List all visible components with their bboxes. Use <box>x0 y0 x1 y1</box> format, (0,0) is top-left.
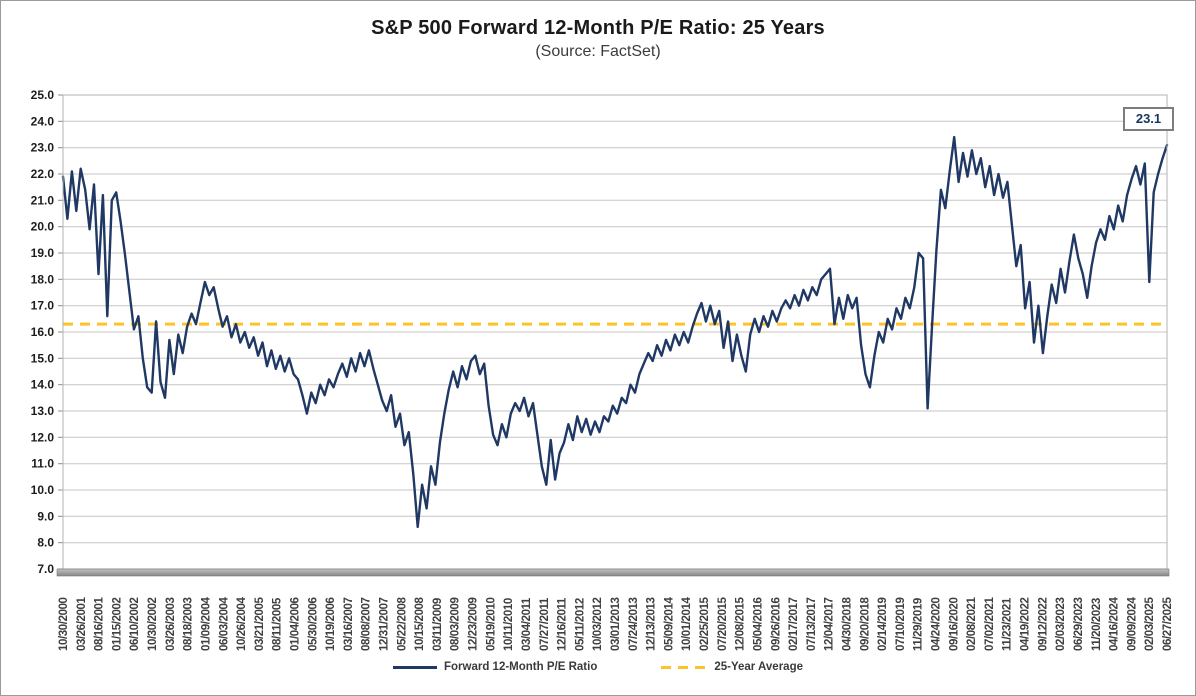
x-axis-label: 08/11/2005 <box>272 597 284 651</box>
legend-label-average: 25-Year Average <box>714 661 803 673</box>
y-axis-label: 10.0 <box>31 483 55 497</box>
x-axis-label: 05/04/2016 <box>753 597 765 651</box>
x-axis-label: 10/30/2000 <box>58 597 70 651</box>
x-axis-label: 01/15/2002 <box>111 597 123 651</box>
x-axis-label: 08/08/2007 <box>361 597 373 651</box>
x-axis-label: 06/10/2002 <box>129 597 141 651</box>
y-axis-label: 21.0 <box>31 193 55 207</box>
x-axis-label: 10/01/2014 <box>681 596 693 651</box>
y-axis-label: 11.0 <box>31 457 54 471</box>
y-axis-label: 13.0 <box>31 404 55 418</box>
chart-subtitle: (Source: FactSet) <box>535 43 661 60</box>
legend-item-average: 25-Year Average <box>661 661 803 673</box>
y-axis-label: 16.0 <box>31 325 55 339</box>
y-axis-label: 22.0 <box>31 167 55 181</box>
x-axis-label: 07/13/2017 <box>806 597 818 651</box>
x-axis-label: 06/27/2025 <box>1162 596 1174 651</box>
y-axis-label: 7.0 <box>37 562 54 576</box>
x-axis-label: 04/30/2018 <box>842 596 854 651</box>
x-axis-label: 09/26/2016 <box>770 597 782 651</box>
legend-item-pe-ratio: Forward 12-Month P/E Ratio <box>393 661 597 673</box>
x-axis-bar <box>56 568 1170 577</box>
y-axis-label: 8.0 <box>37 536 54 550</box>
x-axis-label: 09/09/2024 <box>1126 596 1138 651</box>
x-axis-label: 02/25/2015 <box>699 596 711 651</box>
x-axis-label: 04/16/2024 <box>1109 596 1121 651</box>
x-axis-label: 01/09/2004 <box>201 596 213 651</box>
x-axis-label: 07/24/2013 <box>628 597 640 651</box>
legend-label-pe-ratio: Forward 12-Month P/E Ratio <box>444 661 598 673</box>
x-axis-label: 11/23/2021 <box>1002 597 1014 651</box>
x-axis-label: 08/16/2001 <box>94 596 106 651</box>
x-axis-label: 07/27/2011 <box>539 597 551 651</box>
x-axis-label: 05/19/2010 <box>485 597 497 651</box>
x-axis-label: 01/04/2006 <box>290 597 302 651</box>
y-axis-label: 14.0 <box>31 378 55 392</box>
x-axis-label: 10/19/2006 <box>325 597 337 651</box>
x-axis-label: 07/02/2021 <box>984 596 996 651</box>
y-axis-label: 18.0 <box>31 272 55 286</box>
pe-ratio-line <box>61 135 1169 529</box>
y-axis-label: 15.0 <box>31 351 55 365</box>
x-axis-label: 12/16/2011 <box>557 597 569 651</box>
x-axis-label: 08/18/2003 <box>183 597 195 651</box>
y-axis-label: 17.0 <box>31 299 55 313</box>
x-axis-label: 03/01/2013 <box>610 597 622 651</box>
x-axis-label: 09/12/2022 <box>1037 597 1049 651</box>
y-axis-label: 24.0 <box>31 114 55 128</box>
x-axis-label: 03/16/2007 <box>343 597 355 651</box>
x-axis-label: 08/03/2009 <box>450 597 462 651</box>
x-axis-label: 05/30/2006 <box>307 597 319 651</box>
legend: Forward 12-Month P/E Ratio 25-Year Avera… <box>1 654 1195 680</box>
x-axis-label: 12/04/2017 <box>824 597 836 651</box>
x-axis-label: 05/11/2012 <box>574 598 586 651</box>
x-axis-label: 12/23/2009 <box>468 597 480 651</box>
x-axis-label: 02/03/2025 <box>1144 596 1156 651</box>
y-axis-label: 12.0 <box>31 430 55 444</box>
x-axis-label: 12/08/2015 <box>735 596 747 651</box>
x-axis-label: 10/11/2010 <box>503 598 515 651</box>
x-axis-label: 10/26/2004 <box>236 596 248 651</box>
x-axis-label: 04/19/2022 <box>1020 597 1032 651</box>
x-axis-label: 06/03/2004 <box>218 596 230 651</box>
x-axis-label: 03/21/2005 <box>254 596 266 651</box>
y-axis-label: 25.0 <box>31 88 55 102</box>
x-axis-label: 03/04/2011 <box>521 597 533 651</box>
y-axis-label: 9.0 <box>37 509 54 523</box>
x-axis-label: 02/03/2023 <box>1055 597 1067 651</box>
x-axis-label: 07/10/2019 <box>895 597 907 651</box>
x-axis-label: 06/29/2023 <box>1073 597 1085 651</box>
x-axis-label: 12/31/2007 <box>379 597 391 651</box>
x-axis-label: 02/08/2021 <box>966 596 978 651</box>
y-axis-label: 19.0 <box>31 246 55 260</box>
latest-value-callout: 23.1 <box>1123 107 1174 131</box>
x-axis-label: 05/22/2008 <box>396 596 408 651</box>
x-axis-label: 11/29/2019 <box>913 598 925 651</box>
x-axis-label: 10/03/2012 <box>592 597 604 651</box>
x-axis-label: 03/11/2009 <box>432 598 444 651</box>
x-axis-label: 09/16/2020 <box>948 597 960 651</box>
x-axis-label: 10/30/2002 <box>147 597 159 651</box>
average-dash-swatch <box>661 665 708 669</box>
x-axis-label: 10/15/2008 <box>414 596 426 651</box>
x-axis-label: 03/26/2003 <box>165 597 177 651</box>
x-axis-label: 11/20/2023 <box>1091 598 1103 651</box>
x-axis-label: 02/14/2019 <box>877 597 889 651</box>
x-axis-label: 12/13/2013 <box>646 597 658 651</box>
x-axis-label: 03/26/2001 <box>76 596 88 651</box>
x-axis-label: 09/20/2018 <box>859 596 871 651</box>
x-axis-label: 07/20/2015 <box>717 596 729 651</box>
y-axis-label: 23.0 <box>31 141 55 155</box>
y-axis-label: 20.0 <box>31 220 55 234</box>
x-axis-label: 02/17/2017 <box>788 597 800 651</box>
chart-title: S&P 500 Forward 12-Month P/E Ratio: 25 Y… <box>371 17 825 39</box>
x-axis-label: 05/09/2014 <box>663 596 675 651</box>
x-axis-label: 04/24/2020 <box>931 597 943 651</box>
pe-line-swatch <box>393 665 437 669</box>
